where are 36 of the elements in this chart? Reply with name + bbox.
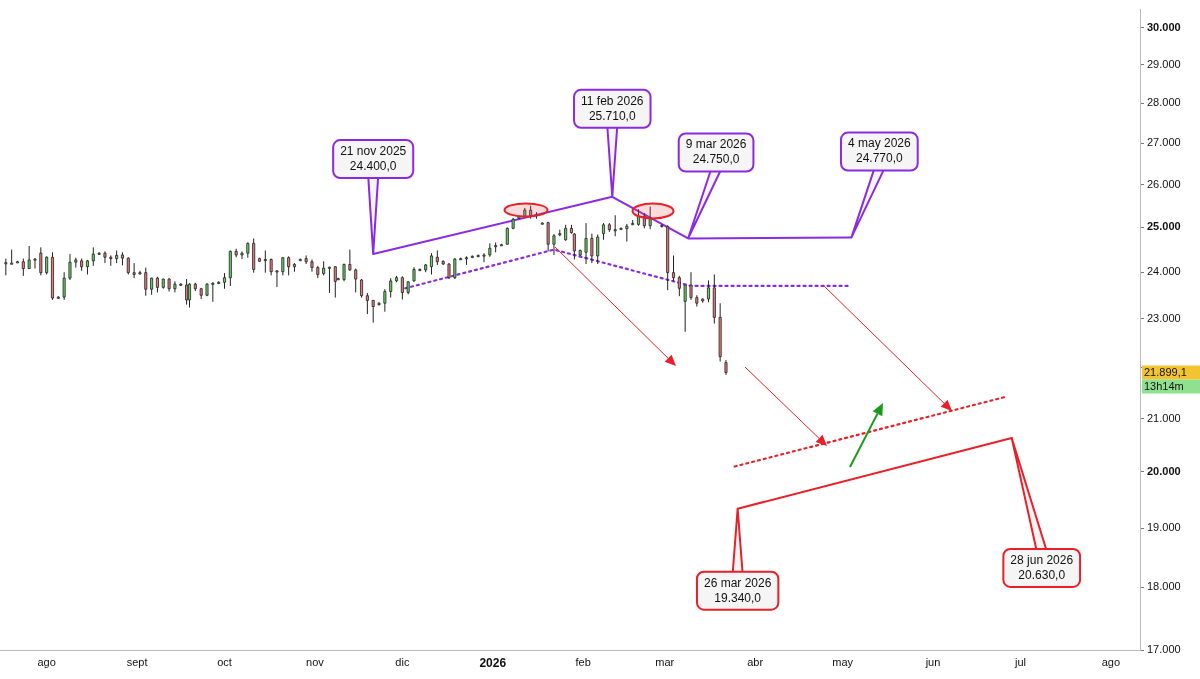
annotation: 9 mar 2026 24.750,0 bbox=[685, 137, 747, 167]
y-tick-label: 19.000 bbox=[1147, 521, 1181, 534]
y-tick-label: 20.000 bbox=[1147, 464, 1181, 477]
y-tick-label: 26.000 bbox=[1147, 177, 1181, 190]
annotation: 4 may 2026 24.770,0 bbox=[848, 136, 912, 166]
y-tick-label: 30.000 bbox=[1147, 20, 1181, 33]
x-tick-label: jun bbox=[924, 655, 941, 668]
x-tick-label: dic bbox=[395, 655, 410, 668]
x-tick-label: jul bbox=[1013, 655, 1026, 668]
annotation: 21 nov 2025 24.400,0 bbox=[340, 143, 407, 173]
y-tick-label: 27.000 bbox=[1147, 136, 1181, 149]
annotation: 11 feb 2026 25.710,0 bbox=[581, 93, 644, 123]
annotation: 28 jun 2026 20.630,0 bbox=[1010, 552, 1074, 582]
x-tick-label: nov bbox=[306, 655, 325, 668]
y-tick-label: 29.000 bbox=[1147, 57, 1181, 70]
y-tick-label: 17.000 bbox=[1147, 643, 1181, 656]
y-tick-label: 21.000 bbox=[1147, 411, 1181, 424]
x-tick-label: ago bbox=[1101, 655, 1121, 668]
x-tick-label: mar bbox=[655, 655, 675, 668]
y-tick-label: 18.000 bbox=[1147, 580, 1181, 593]
candlestick bbox=[552, 233, 556, 256]
y-tick-label: 28.000 bbox=[1147, 96, 1181, 109]
x-tick-label: oct bbox=[217, 655, 232, 668]
x-tick-label: sept bbox=[126, 655, 148, 668]
x-tick-label: may bbox=[832, 655, 854, 668]
candlestick bbox=[584, 222, 588, 265]
text: 21.899,1 bbox=[1144, 365, 1187, 378]
y-tick-label: 23.000 bbox=[1147, 311, 1181, 324]
text: 13h14m bbox=[1144, 379, 1184, 392]
x-tick-label: abr bbox=[747, 655, 764, 668]
x-tick-label: 2026 bbox=[479, 655, 507, 670]
annotation: 26 mar 2026 19.340,0 bbox=[703, 575, 772, 605]
x-tick-label: feb bbox=[575, 655, 591, 668]
y-tick-label: 24.000 bbox=[1147, 265, 1181, 278]
y-tick-label: 25.000 bbox=[1147, 220, 1181, 233]
x-tick-label: ago bbox=[37, 655, 56, 668]
